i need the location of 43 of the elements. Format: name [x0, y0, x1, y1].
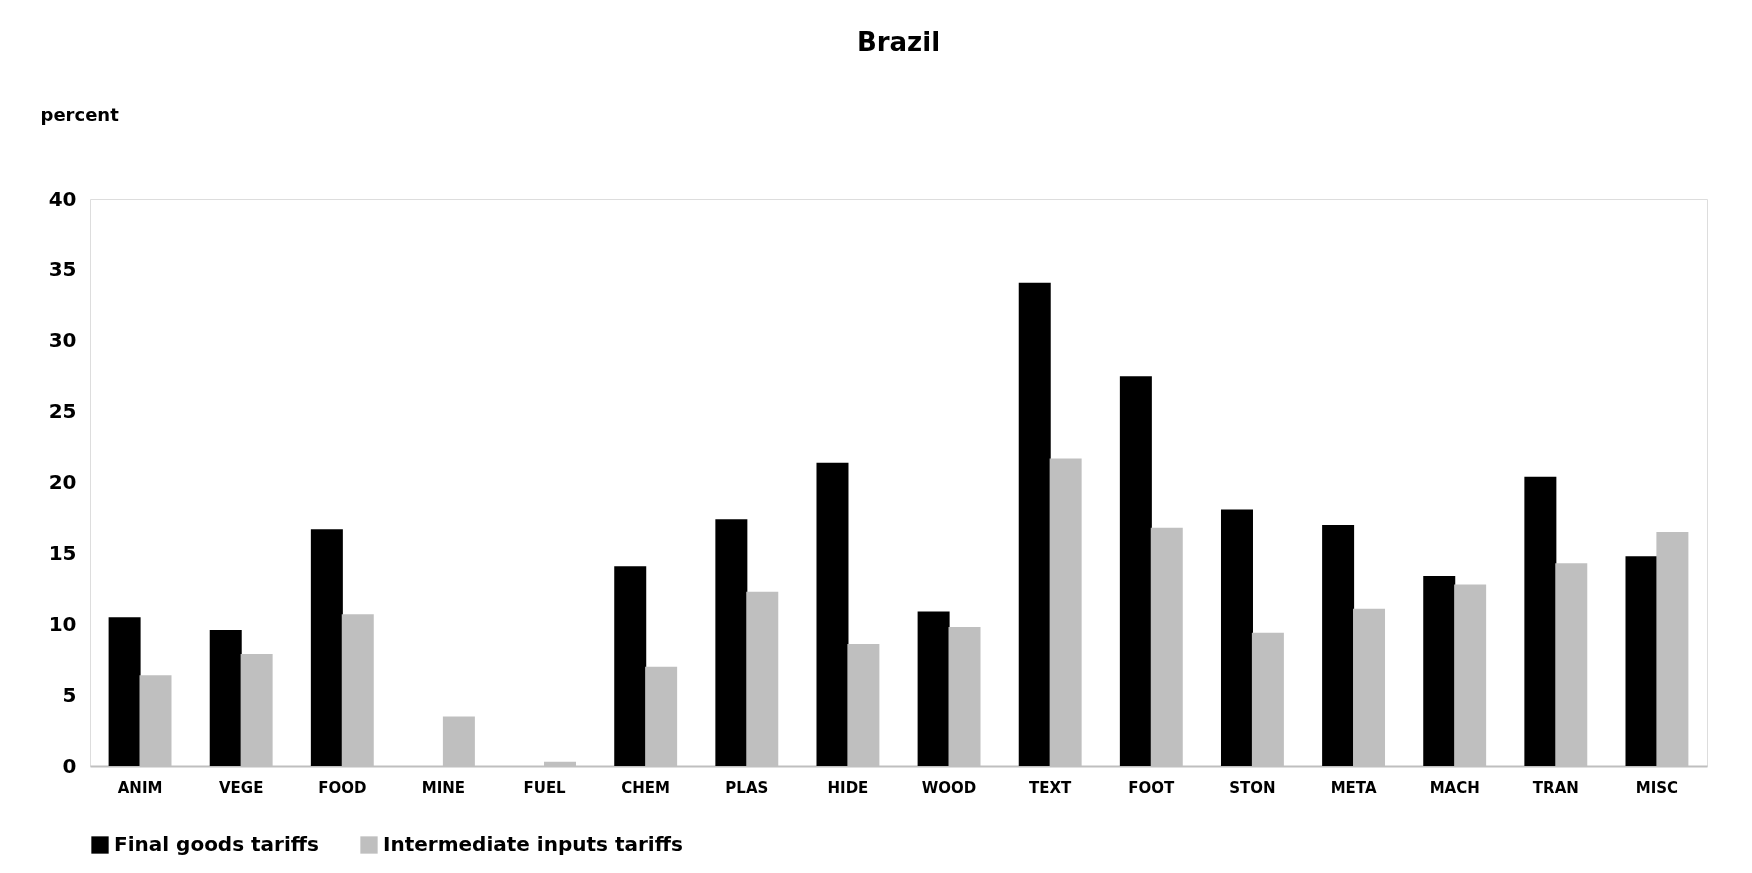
bar — [1524, 476, 1557, 766]
x-tick-label: TRAN — [1532, 778, 1579, 797]
x-tick-label: STON — [1229, 778, 1276, 797]
y-tick-label: 5 — [62, 682, 77, 707]
bar — [715, 519, 748, 766]
y-tick-label: 10 — [48, 611, 77, 636]
bar — [1322, 525, 1355, 766]
x-tick-label: HIDE — [827, 778, 869, 797]
chart-title: Brazil — [856, 27, 941, 57]
x-tick-label: PLAS — [725, 778, 769, 797]
bar — [614, 566, 647, 766]
x-tick-label: WOOD — [921, 778, 977, 797]
bar — [1119, 376, 1152, 766]
bar — [108, 617, 141, 766]
y-tick-label: 15 — [48, 540, 77, 565]
x-tick-label: FUEL — [523, 778, 567, 797]
x-tick-label: CHEM — [621, 778, 671, 797]
y-tick-label: 20 — [48, 470, 77, 494]
x-tick-label: FOOD — [318, 778, 367, 797]
bar — [816, 462, 849, 766]
x-tick-label: META — [1330, 778, 1377, 797]
x-tick-label: MACH — [1429, 778, 1480, 797]
y-tick-label: 35 — [48, 257, 77, 282]
x-tick-label: MINE — [421, 778, 466, 797]
y-tick-label: 30 — [48, 328, 77, 353]
legend-label: Final goods tariffs — [114, 832, 319, 856]
x-tick-label: TEXT — [1029, 778, 1073, 797]
bar — [1220, 509, 1253, 766]
y-tick-label: 40 — [48, 186, 77, 211]
bar — [917, 611, 950, 766]
x-tick-label: FOOT — [1128, 778, 1176, 797]
y-tick-label: 0 — [62, 753, 77, 778]
y-axis-title: percent — [40, 103, 120, 125]
bar — [310, 529, 343, 766]
bar — [1423, 576, 1456, 766]
x-tick-label: VEGE — [218, 778, 264, 797]
bar — [1018, 282, 1051, 766]
bar — [209, 629, 242, 766]
bar — [1625, 556, 1658, 766]
legend-label: Intermediate inputs tariffs — [383, 832, 683, 856]
x-tick-label: MISC — [1635, 778, 1679, 797]
y-tick-label: 25 — [48, 399, 77, 424]
x-tick-label: ANIM — [117, 778, 163, 797]
